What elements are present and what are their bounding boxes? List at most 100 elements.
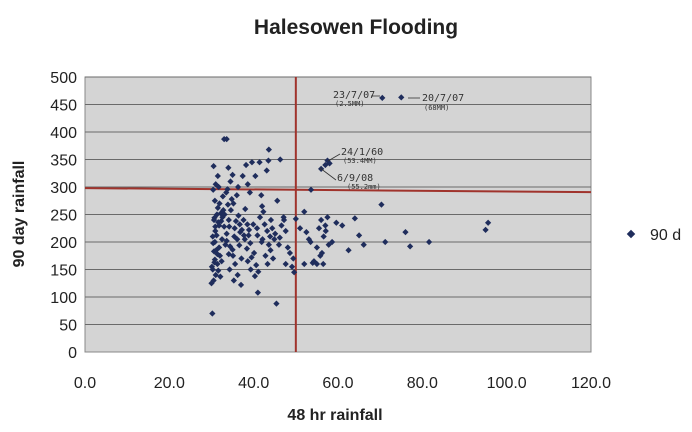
data-point — [301, 260, 308, 268]
x-tick-label: 80.0 — [407, 375, 438, 392]
data-point — [224, 186, 231, 193]
data-point — [229, 252, 237, 259]
data-point — [226, 223, 233, 230]
data-point — [255, 268, 262, 275]
y-tick-label: 100 — [50, 290, 77, 307]
data-point — [288, 263, 296, 270]
data-point — [290, 255, 297, 262]
data-point — [276, 234, 283, 241]
annotation-amount: (68MM) — [424, 104, 449, 112]
x-tick-label: 100.0 — [487, 375, 527, 392]
data-point — [291, 269, 298, 276]
annotation-date: 24/1/60 — [341, 147, 383, 158]
data-point — [238, 255, 245, 262]
y-tick-label: 400 — [50, 125, 77, 142]
data-point — [242, 161, 250, 169]
data-point — [209, 310, 216, 317]
legend: 90 d — [626, 227, 681, 244]
data-point — [221, 211, 228, 218]
data-point — [244, 221, 251, 228]
data-point — [214, 172, 221, 180]
y-tick-label: 50 — [59, 318, 77, 335]
data-point — [234, 236, 241, 243]
data-point — [248, 254, 255, 261]
annotation-amount: (2.5MM) — [335, 100, 365, 108]
data-point — [351, 215, 358, 222]
data-point — [253, 261, 260, 269]
data-point — [242, 205, 249, 213]
data-point — [254, 232, 261, 239]
data-point — [229, 171, 236, 179]
data-point — [273, 300, 280, 307]
data-point — [228, 195, 235, 203]
legend-marker — [626, 229, 636, 239]
annotation-23-7-07: 23/7/07 (2.5MM) — [333, 90, 380, 108]
y-tick-label: 200 — [50, 235, 77, 252]
handwritten-annotations: 23/7/07 (2.5MM) 20/7/07 (68MM) 24/1/60 (… — [319, 90, 464, 191]
data-point — [211, 197, 218, 204]
data-point — [225, 164, 232, 171]
data-point — [320, 260, 327, 268]
data-point — [248, 159, 256, 166]
data-point — [265, 157, 272, 164]
data-point — [240, 216, 247, 224]
data-point — [236, 221, 243, 228]
annotation-pointer — [319, 167, 337, 181]
y-tick-label: 150 — [50, 263, 77, 280]
y-tick-label: 250 — [50, 208, 77, 225]
y-tick-label: 0 — [68, 345, 77, 362]
data-point — [313, 260, 321, 268]
y-tick-label: 350 — [50, 153, 77, 170]
x-tick-label: 0.0 — [74, 375, 96, 392]
data-point — [215, 267, 222, 274]
data-point — [269, 255, 277, 262]
x-tick-label: 20.0 — [154, 375, 185, 392]
data-point — [224, 201, 232, 208]
annotation-date: 23/7/07 — [333, 90, 375, 101]
y-tick-label: 300 — [50, 180, 77, 197]
data-point — [244, 181, 251, 188]
data-point — [238, 226, 245, 234]
data-point — [215, 183, 222, 191]
data-point — [250, 249, 258, 257]
data-point — [378, 201, 385, 208]
x-tick-label: 120.0 — [571, 375, 611, 392]
data-point — [245, 226, 253, 234]
data-point — [252, 172, 259, 180]
annotation-date: 6/9/08 — [337, 173, 373, 184]
annotation-pointer — [327, 153, 341, 162]
data-point — [250, 221, 257, 228]
data-point — [225, 216, 232, 224]
y-axis-title: 90 day rainfall — [11, 161, 28, 268]
data-point — [282, 260, 289, 268]
annotation-amount: (53.4MM) — [343, 157, 377, 165]
y-tick-label: 500 — [50, 70, 77, 87]
data-point — [226, 243, 234, 250]
y-tick-label: 450 — [50, 98, 77, 115]
data-point — [223, 230, 230, 237]
threshold-line-horizontal — [84, 187, 592, 194]
annotation-amount: (55.2mm) — [347, 183, 381, 191]
annotation-24-1-60: 24/1/60 (53.4MM) — [327, 147, 383, 165]
annotation-20-7-07: 20/7/07 (68MM) — [408, 93, 464, 112]
data-point — [303, 228, 310, 236]
data-point — [233, 192, 240, 199]
x-tick-labels: 0.0 20.0 40.0 60.0 80.0 100.0 120.0 — [74, 375, 611, 392]
data-point — [234, 183, 242, 191]
data-point — [223, 136, 230, 143]
data-point — [251, 272, 259, 280]
data-point — [222, 241, 229, 248]
data-point — [212, 227, 219, 235]
x-tick-label: 60.0 — [322, 375, 353, 392]
annotation-date: 20/7/07 — [422, 93, 464, 104]
data-point — [262, 252, 269, 259]
gridlines — [85, 76, 591, 325]
data-point — [211, 238, 218, 246]
data-point — [264, 260, 271, 268]
data-point — [213, 247, 220, 254]
annotation-6-9-08: 6/9/08 (55.2mm) — [319, 167, 381, 191]
legend-entry: 90 d — [650, 227, 681, 244]
y-tick-labels: 0 50 100 150 200 250 300 350 400 450 500 — [50, 70, 77, 362]
data-point — [210, 216, 218, 224]
